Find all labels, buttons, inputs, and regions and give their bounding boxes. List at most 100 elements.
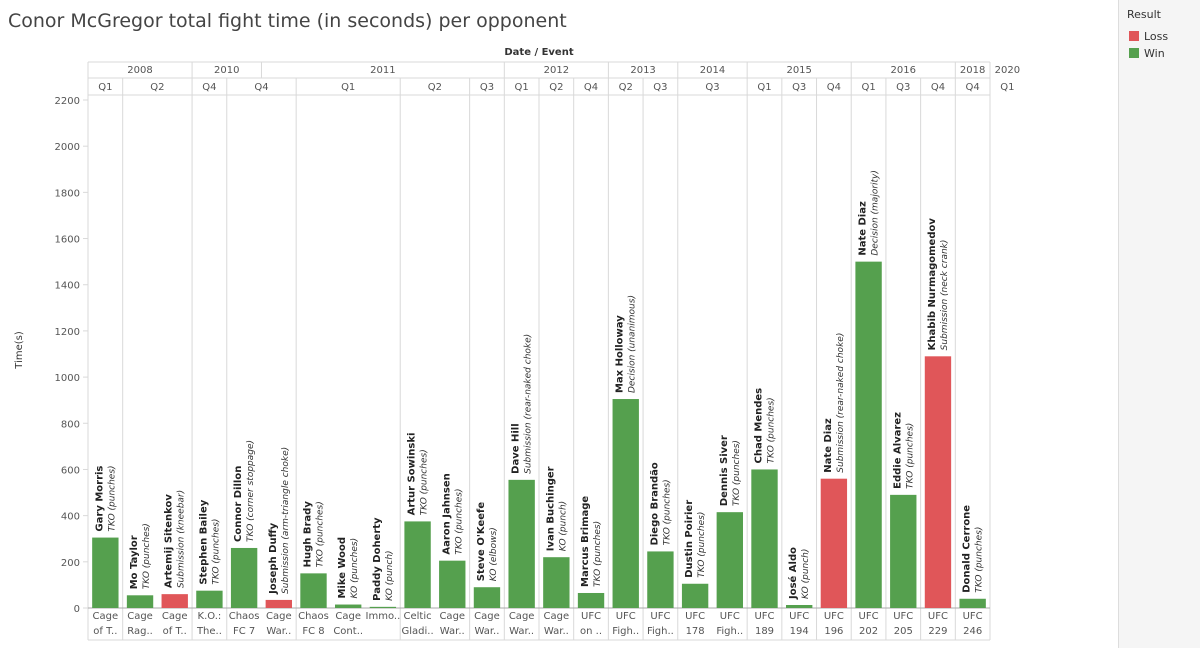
x-event-label-line2: War.. [440,626,465,637]
year-label: 2016 [891,65,916,76]
x-event-label-line2: War.. [509,626,534,637]
x-event-label-line2: 194 [790,626,809,637]
bar [924,356,952,608]
bar-method-label: KO (elbows) [489,527,499,581]
y-tick-label: 1800 [55,188,80,199]
y-tick-label: 1600 [55,235,80,246]
bar-method-label: Submission (kneebar) [177,490,187,588]
bar-opponent-label: Artemij Sitenkov [164,494,175,589]
x-event-label-line2: Cont.. [333,626,363,637]
y-tick-label: 1200 [55,327,80,338]
bar-opponent-label: Joseph Duffy [268,522,279,595]
bar [890,494,917,608]
bar [855,261,882,608]
x-event-label-line1: UFC [824,611,844,622]
quarter-label: Q1 [98,82,112,93]
bar [820,478,848,608]
bar-opponent-label: Dustin Poirier [684,500,695,578]
quarter-label: Q1 [341,82,355,93]
x-event-label-line1: Chaos [229,611,260,622]
bar-method-label: TKO (punches) [905,423,915,489]
bar [577,592,605,608]
bar [681,583,709,608]
bar-method-label: Submission (rear-naked choke) [836,333,846,473]
bar-method-label: KO (punch) [801,549,811,599]
bar [126,595,154,608]
bar-method-label: Submission (rear-naked choke) [524,334,534,474]
x-event-label-line1: Cage [474,611,500,622]
x-event-label-line1: UFC [789,611,809,622]
y-tick-label: 1000 [55,373,80,384]
quarter-label: Q2 [428,82,442,93]
quarter-label: Q1 [861,82,875,93]
quarter-label: Q1 [757,82,771,93]
x-event-label-line1: Immo.. [366,611,401,622]
x-event-label-line2: of T.. [163,626,187,637]
x-event-label-line2: of T.. [93,626,117,637]
x-event-label-line2: War.. [474,626,499,637]
x-event-label-line1: UFC [581,611,601,622]
bar [751,469,778,608]
bar-method-label: TKO (punches) [454,489,464,555]
x-event-label-line2: 246 [963,626,982,637]
bar-opponent-label: Mike Wood [337,537,348,599]
bar-opponent-label: Steve O'Keefe [476,502,487,582]
bar-opponent-label: Nate Diaz [823,418,834,473]
x-event-label-line1: UFC [859,611,879,622]
bar-opponent-label: Dennis Siver [719,435,730,506]
quarter-label: Q4 [966,82,980,93]
legend-item-win[interactable]: Win [1129,47,1165,60]
bar-opponent-label: Aaron Jahnsen [441,473,452,554]
x-event-label-line1: Celtic [404,611,432,622]
year-label: 2010 [214,65,239,76]
bar-method-label: TKO (punches) [662,479,672,545]
x-event-label-line2: Figh.. [647,626,674,637]
legend-title: Result [1127,8,1161,21]
quarter-label: Q2 [150,82,164,93]
legend-item-loss[interactable]: Loss [1129,30,1168,43]
year-label: 2014 [700,65,725,76]
y-tick-label: 2000 [55,142,80,153]
x-event-label-line2: Figh.. [716,626,743,637]
x-event-label-line2: Rag.. [127,626,153,637]
bar-opponent-label: Gary Morris [94,466,105,532]
x-event-label-line2: 229 [928,626,947,637]
y-tick-label: 200 [61,558,80,569]
legend-label-win: Win [1144,47,1165,60]
bar [959,598,986,608]
bar-method-label: KO (punch) [385,550,395,600]
x-event-label-line2: Gladi.. [402,626,434,637]
x-event-label-line2: 205 [894,626,913,637]
y-tick-label: 800 [61,419,80,430]
quarter-label: Q4 [931,82,945,93]
y-tick-label: 0 [74,604,80,615]
bar-method-label: Decision (majority) [871,170,881,256]
bar-method-label: Submission (neck crank) [940,240,950,351]
bar [612,399,639,608]
quarter-label: Q3 [792,82,806,93]
bar [716,512,743,608]
y-tick-label: 1400 [55,281,80,292]
x-event-label-line1: Chaos [298,611,329,622]
quarter-label: Q3 [653,82,667,93]
bar [230,547,258,608]
x-event-label-line1: UFC [720,611,740,622]
bar-method-label: TKO (corner stoppage) [246,440,256,542]
bar [300,573,327,608]
y-axis-title: Time(s) [14,331,25,370]
bar-method-label: TKO (punches) [697,512,707,578]
bar-opponent-label: Hugh Brady [303,501,314,568]
x-event-label-line2: 202 [859,626,878,637]
x-axis-title: Date / Event [504,47,573,58]
bar-opponent-label: Paddy Doherty [372,517,383,601]
bar-opponent-label: Diego Brandão [649,462,660,545]
x-event-label-line2: Figh.. [612,626,639,637]
bar [439,560,466,608]
bar-method-label: TKO (punches) [211,519,221,585]
x-event-label-line2: FC 7 [233,626,255,637]
bar [543,557,570,608]
bar [404,521,431,608]
bar-method-label: TKO (punches) [767,397,777,463]
x-event-label-line2: War.. [544,626,569,637]
x-event-label-line1: Cage [127,611,153,622]
